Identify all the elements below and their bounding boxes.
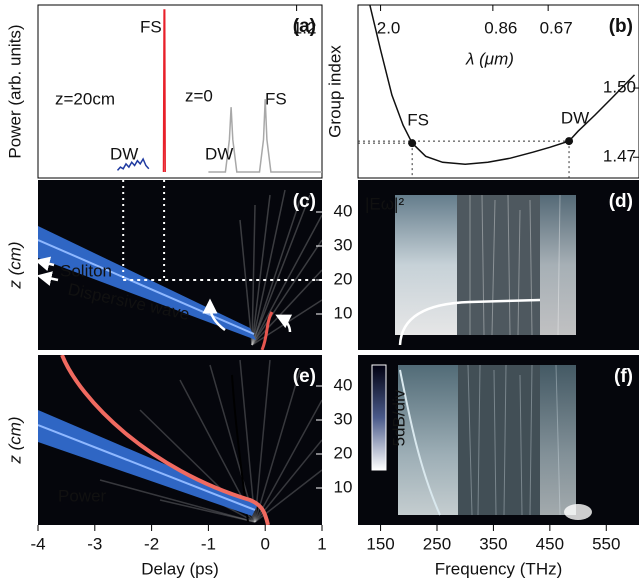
x-tick-label: 1 [317, 534, 326, 553]
annotation: 5dB/div [389, 389, 408, 446]
x-tick-label: 450 [536, 534, 564, 553]
annotation: |Eω|² [365, 194, 404, 213]
y-tick-label: 40 [334, 201, 353, 220]
series-label: z=0 [185, 86, 213, 105]
figure: FSDWz=0Power (arb. units)z=20cmDWFS(a)FS… [0, 0, 639, 585]
right-tick-label: 1.50 [603, 78, 636, 97]
panel-label: (d) [609, 191, 633, 212]
point-label: DW [561, 109, 589, 128]
top-axis-label: λ (μm) [465, 49, 514, 68]
x-tick-label: 550 [592, 534, 620, 553]
y-axis-label: z (cm) [5, 241, 24, 289]
y-axis-label: Group index [325, 45, 344, 138]
x-tick-label: 350 [479, 534, 507, 553]
point [408, 139, 416, 147]
y-tick-label: 20 [334, 443, 353, 462]
point-label: FS [407, 111, 429, 130]
y-axis-label: z (cm) [5, 416, 24, 464]
right-tick-label: 1.47 [603, 147, 636, 166]
y-tick-label: 10 [334, 303, 353, 322]
y-tick-label: 30 [334, 235, 353, 254]
top-tick-label: 0.67 [540, 18, 573, 37]
x-tick-label: -4 [30, 534, 45, 553]
x-tick-label: 150 [366, 534, 394, 553]
annotation: FS [265, 89, 287, 108]
panel-label: (c) [293, 191, 316, 212]
y-tick-label: 30 [334, 409, 353, 428]
annotation: Power [58, 486, 107, 505]
y-axis-label: Power (arb. units) [5, 24, 24, 158]
x-axis-label: Delay (ps) [141, 559, 218, 578]
top-tick-label: 2.0 [377, 18, 401, 37]
x-tick-label: -3 [87, 534, 102, 553]
panel-label: (f) [614, 366, 633, 387]
x-tick-label: 250 [423, 534, 451, 553]
x-tick-label: 0 [260, 534, 269, 553]
x-tick-label: -1 [201, 534, 216, 553]
top-tick-label: 0.86 [484, 18, 517, 37]
x-axis-label: Frequency (THz) [435, 559, 563, 578]
y-tick-label: 40 [334, 375, 353, 394]
annotation: DW [205, 144, 233, 163]
panel-label: (b) [609, 16, 633, 37]
x-tick-label: -2 [144, 534, 159, 553]
series-label: FS [140, 17, 162, 36]
panel-label: (e) [293, 366, 316, 387]
series-label: DW [110, 144, 138, 163]
annotation: z=20cm [55, 89, 115, 108]
top-tick-label: 1.2 [293, 18, 317, 37]
point [565, 137, 573, 145]
map-d [395, 195, 576, 345]
annotation: Soliton [60, 261, 112, 280]
y-tick-label: 20 [334, 269, 353, 288]
y-tick-label: 10 [334, 477, 353, 496]
